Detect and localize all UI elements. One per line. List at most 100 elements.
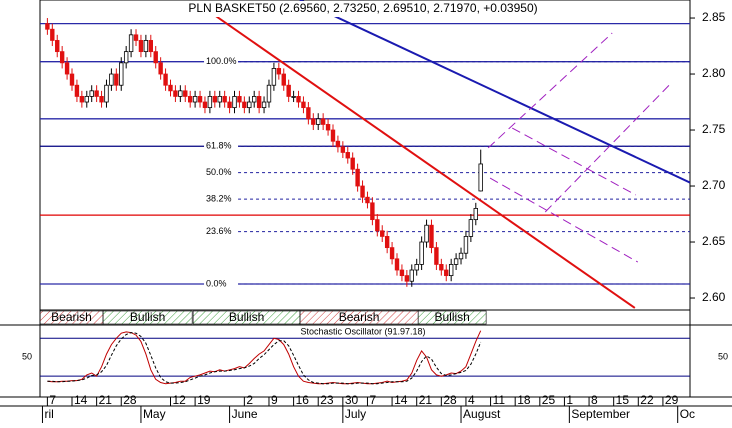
- candle-body: [306, 107, 311, 120]
- candle-body: [119, 62, 124, 86]
- candle-body: [355, 168, 360, 187]
- trendline: [199, 4, 636, 309]
- candle-body: [99, 96, 104, 103]
- x-tick-label: 1: [566, 393, 573, 407]
- trendline: [489, 177, 639, 263]
- axes: 2.60 2.65 2.70 2.75 2.80 2.85 Bearish Bullish Bu…: [22, 10, 728, 423]
- candle-body: [168, 84, 173, 92]
- stochastic-tick-label: 50: [718, 352, 728, 362]
- candle-body: [429, 224, 434, 249]
- stochastic-tick-label: 50: [22, 352, 32, 362]
- candle-body: [94, 90, 99, 97]
- candle-body: [365, 196, 370, 204]
- candle-body: [232, 96, 237, 109]
- fib-label: 38.2%: [206, 194, 232, 204]
- candle-body: [59, 51, 65, 64]
- candle-body: [247, 101, 252, 109]
- x-tick-label: 18: [517, 393, 531, 407]
- candle-body: [163, 73, 168, 86]
- x-tick-label: 29: [665, 393, 679, 407]
- month-label: Oc: [680, 407, 695, 421]
- signal-label: Bearish: [51, 310, 92, 324]
- candle-body: [148, 40, 153, 53]
- month-label: August: [463, 407, 501, 421]
- candle-body: [316, 118, 321, 125]
- candle-body: [222, 96, 227, 103]
- candle-body: [345, 152, 350, 159]
- x-tick-label: 16: [296, 393, 310, 407]
- candle-body: [360, 185, 365, 198]
- fib-label: 100.0%: [206, 56, 237, 66]
- month-label: ril: [44, 407, 53, 421]
- candle-body: [128, 34, 134, 53]
- candle-body: [74, 84, 80, 97]
- candle-body: [207, 96, 213, 109]
- candle-body: [89, 90, 94, 97]
- candle-body: [217, 96, 222, 103]
- candle-body: [399, 269, 405, 277]
- candle-body: [227, 101, 232, 109]
- month-label: September: [571, 407, 630, 421]
- fib-label: 23.6%: [206, 226, 232, 236]
- candle-body: [453, 258, 459, 265]
- x-tick-label: 14: [74, 393, 88, 407]
- candle-body: [478, 163, 483, 192]
- candle-body: [448, 264, 454, 277]
- x-tick-label: 14: [394, 393, 408, 407]
- y-tick-label: 2.80: [702, 66, 726, 80]
- x-tick-label: 8: [591, 393, 598, 407]
- candle-body: [197, 96, 203, 103]
- candle-body: [404, 275, 410, 282]
- candle-body: [434, 247, 439, 265]
- candle-body: [50, 28, 55, 41]
- candle-body: [468, 219, 474, 237]
- x-tick-label: 15: [616, 393, 630, 407]
- trendline: [511, 127, 637, 196]
- candle-body: [153, 51, 158, 64]
- x-tick-label: 21: [99, 393, 113, 407]
- candle-body: [394, 258, 400, 271]
- candle-body: [286, 84, 291, 97]
- candle-body: [330, 129, 336, 142]
- candle-body: [414, 264, 419, 271]
- x-tick-label: 2: [246, 393, 253, 407]
- trendline: [487, 32, 613, 149]
- candle-body: [252, 96, 257, 103]
- candle-body: [187, 96, 193, 103]
- candle-body: [291, 96, 296, 98]
- candle-body: [271, 68, 277, 86]
- candle-body: [301, 101, 306, 109]
- x-tick-label: 7: [49, 393, 56, 407]
- candle-body: [123, 51, 129, 64]
- candle-body: [320, 118, 326, 125]
- x-tick-label: 4: [468, 393, 475, 407]
- candle-body: [133, 34, 139, 41]
- candle-body: [237, 96, 242, 103]
- candle-body: [370, 202, 375, 221]
- y-tick-label: 2.60: [702, 290, 726, 304]
- fib-label: 0.0%: [206, 278, 227, 288]
- candle-body: [192, 96, 198, 103]
- plot-frame: [39, 0, 691, 398]
- x-tick-label: 9: [271, 393, 278, 407]
- fib-label: 61.8%: [206, 141, 232, 151]
- candle-body: [109, 73, 114, 86]
- signal-label: Bullish: [130, 310, 165, 324]
- candle-body: [350, 157, 355, 170]
- candle-body: [114, 73, 119, 86]
- stochastic-panel: [40, 330, 690, 385]
- x-tick-label: 30: [345, 393, 359, 407]
- candle-body: [242, 101, 247, 109]
- candle-body: [419, 241, 424, 265]
- x-tick-label: 23: [320, 393, 334, 407]
- candle-body: [458, 252, 464, 260]
- month-label: May: [143, 407, 166, 421]
- x-tick-label: 28: [443, 393, 457, 407]
- candle-body: [409, 269, 414, 282]
- candle-body: [473, 208, 478, 221]
- candle-body: [311, 118, 316, 125]
- trendline: [299, 0, 690, 184]
- candle-body: [375, 219, 380, 232]
